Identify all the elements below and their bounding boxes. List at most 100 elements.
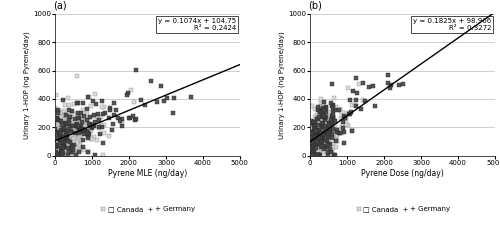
Point [332, 139, 340, 143]
Point [309, 138, 317, 141]
Point [312, 119, 320, 123]
Point [58, 119, 66, 122]
Point [320, 143, 328, 146]
Point [334, 131, 342, 135]
Point [52, 133, 60, 136]
Point [74, 132, 82, 136]
Point [312, 140, 320, 144]
Point [57, 131, 65, 134]
Point [311, 126, 319, 129]
Point [322, 137, 330, 140]
Point [85, 116, 93, 120]
Point [365, 85, 373, 89]
Point [94, 118, 102, 122]
Point [320, 125, 328, 128]
Point [52, 131, 60, 135]
Point [347, 111, 355, 114]
Point [316, 141, 324, 145]
Point [60, 144, 68, 148]
Point [310, 115, 318, 119]
Point [61, 153, 69, 156]
Point [316, 147, 324, 151]
Point [60, 117, 68, 121]
Point [68, 144, 76, 147]
Point [129, 114, 137, 118]
Point [54, 111, 62, 114]
Point [70, 153, 78, 157]
Point [67, 125, 75, 129]
Point [66, 118, 74, 122]
Point [326, 123, 334, 127]
Point [64, 130, 72, 134]
Point [57, 150, 65, 154]
Point [52, 153, 60, 157]
Point [307, 153, 315, 157]
Point [310, 131, 318, 135]
Point [310, 122, 318, 125]
Point [83, 119, 91, 122]
Point [352, 98, 360, 101]
Point [53, 131, 61, 135]
Point [325, 118, 333, 122]
Point [88, 126, 96, 130]
Point [70, 124, 78, 127]
Point [52, 152, 60, 155]
Point [310, 147, 318, 151]
Point [78, 111, 86, 115]
Point [310, 148, 318, 152]
Point [90, 122, 98, 125]
Point [324, 131, 332, 135]
Point [75, 146, 83, 150]
Point [61, 126, 69, 130]
Point [63, 133, 71, 136]
Point [52, 131, 60, 135]
Point [73, 101, 81, 104]
Point [314, 124, 322, 127]
Point [97, 123, 105, 126]
Point [315, 128, 323, 131]
Point [350, 90, 358, 93]
Point [80, 145, 88, 149]
Point [61, 140, 69, 144]
Point [355, 82, 363, 86]
Point [132, 68, 140, 72]
Point [84, 128, 92, 131]
Point [306, 145, 314, 149]
Point [319, 139, 327, 142]
Point [316, 111, 324, 114]
Point [70, 147, 78, 150]
Point [52, 108, 60, 112]
Point [314, 105, 322, 109]
Point [318, 138, 326, 142]
Point [311, 121, 319, 125]
Point [313, 117, 321, 120]
Point [311, 153, 319, 157]
Point [56, 144, 64, 148]
Point [58, 130, 66, 134]
Point [54, 153, 62, 156]
Point [52, 123, 60, 126]
Point [310, 136, 318, 140]
Point [310, 144, 318, 147]
Point [325, 120, 333, 124]
Point [58, 128, 66, 132]
Point [64, 133, 72, 136]
Point [321, 118, 329, 121]
Point [106, 106, 114, 109]
Point [68, 147, 76, 151]
Point [312, 113, 320, 117]
Point [55, 123, 63, 126]
Point [310, 139, 318, 142]
Point [58, 134, 66, 138]
Point [53, 152, 61, 156]
Point [314, 131, 322, 135]
Point [74, 136, 82, 139]
Point [72, 124, 80, 128]
Point [96, 132, 104, 136]
Point [327, 117, 335, 121]
Point [310, 136, 318, 140]
Point [70, 141, 78, 145]
Point [86, 123, 94, 126]
Point [310, 128, 318, 132]
Point [312, 146, 320, 150]
